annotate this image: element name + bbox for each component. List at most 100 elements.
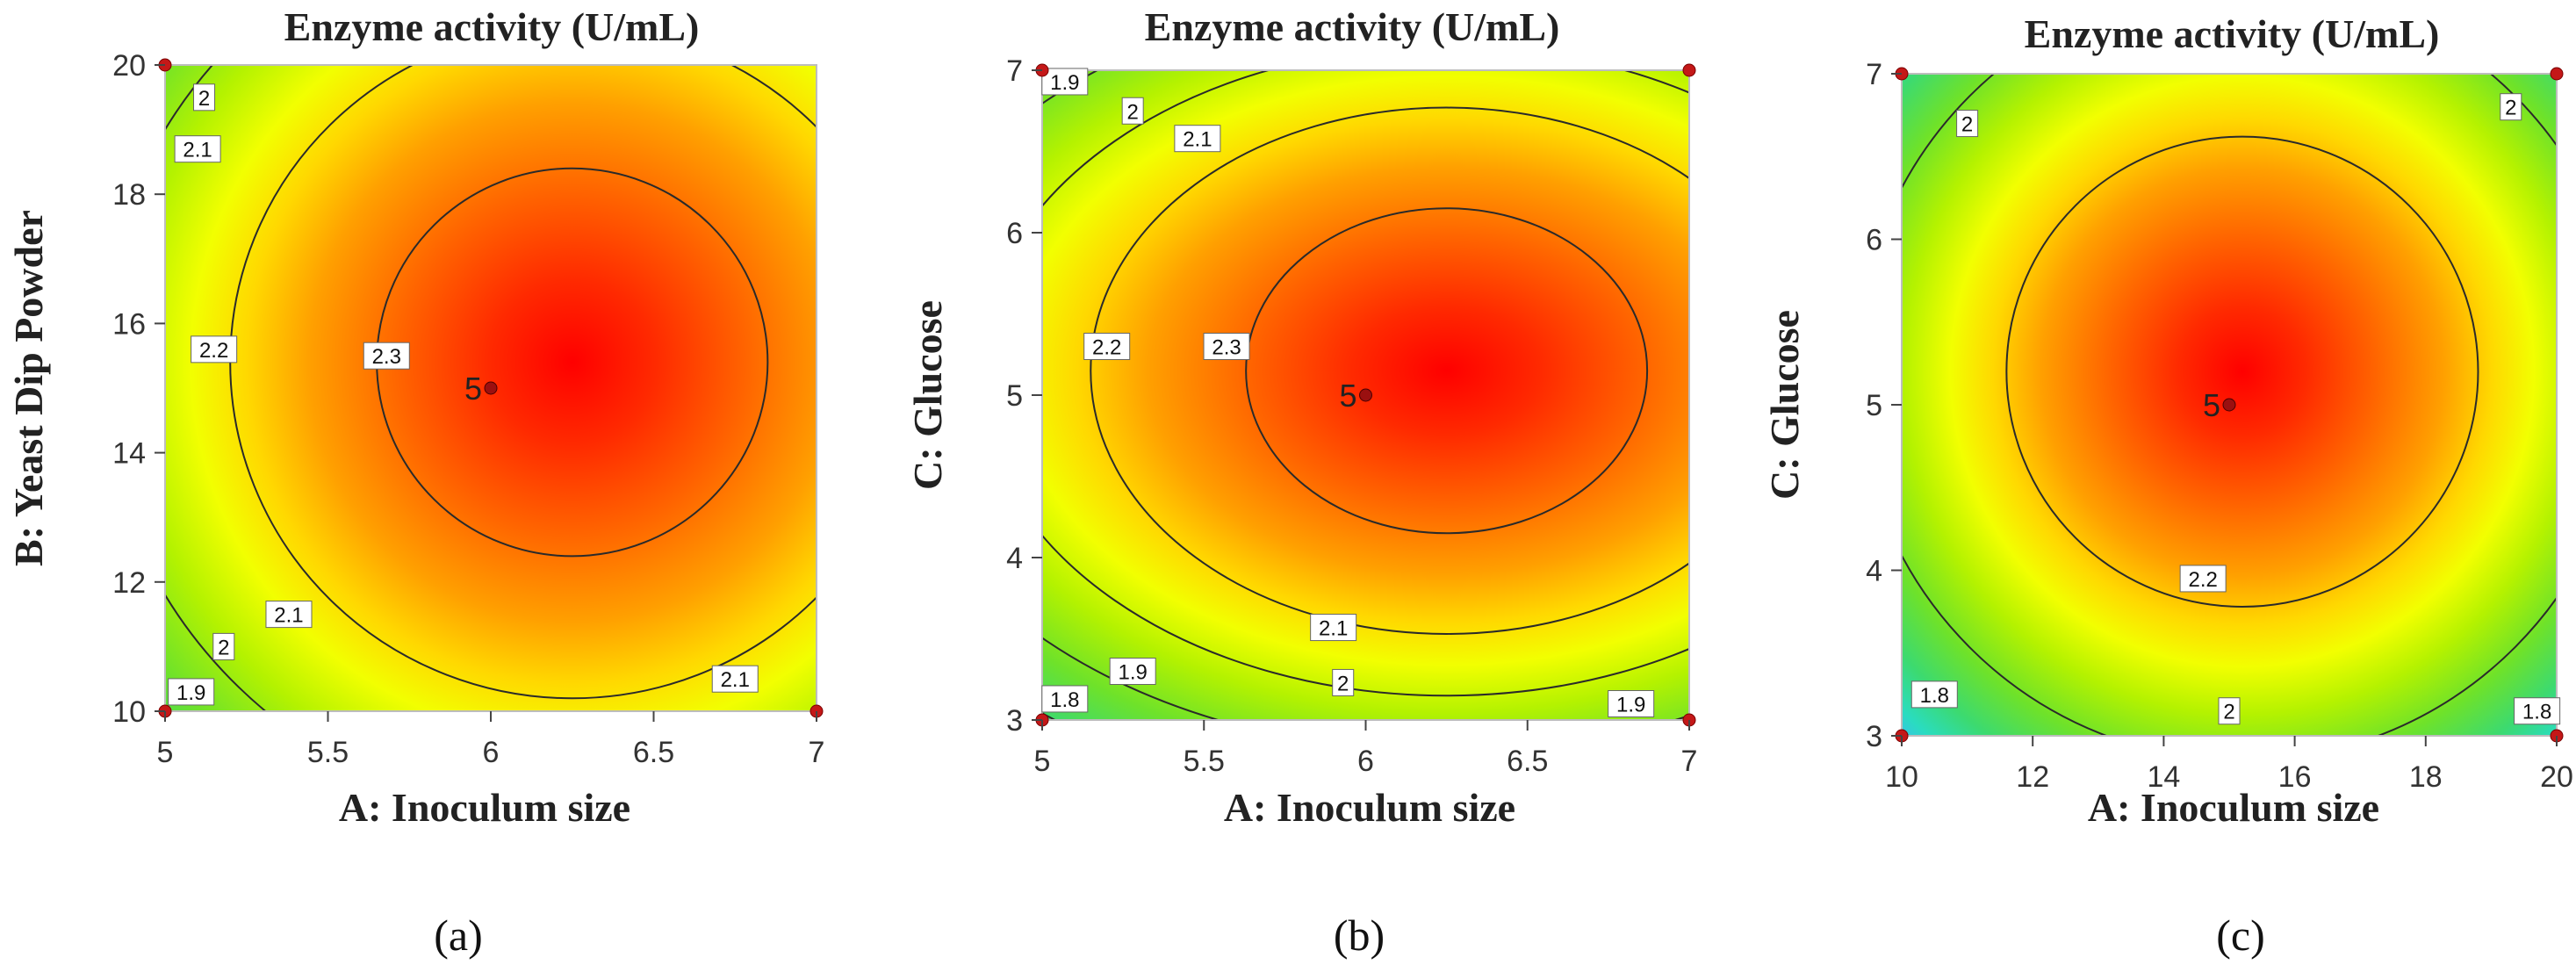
contour-label-text: 1.8 — [2522, 701, 2551, 724]
contour-line-2.3 — [1245, 207, 1649, 535]
y-tick-label: 12 — [112, 566, 146, 600]
center-point-label: 5 — [2203, 387, 2220, 423]
contour-label-text: 1.9 — [176, 681, 205, 705]
contour-label-text: 2 — [218, 636, 229, 659]
contour-label-text: 2.1 — [721, 668, 750, 692]
x-tick-label: 7 — [809, 736, 825, 769]
y-tick-label: 7 — [1006, 54, 1023, 88]
contour-label: 2.2 — [2179, 565, 2227, 593]
contour-label-text: 1.9 — [1050, 71, 1079, 95]
contour-label-box — [1332, 668, 1355, 696]
y-tick-label: 14 — [112, 437, 146, 471]
contour-label-box — [1608, 690, 1655, 717]
contour-label-box — [174, 135, 221, 163]
x-tick-label: 18 — [2409, 760, 2443, 794]
y-axis-label: B: Yeast Dip Powder — [6, 210, 51, 566]
x-tick-label: 12 — [2016, 760, 2049, 794]
contour-label: 1.8 — [1910, 680, 1958, 709]
panel-caption: (c) — [2216, 911, 2265, 960]
contour-label-box — [2500, 93, 2522, 121]
y-tick-label: 4 — [1006, 542, 1023, 575]
contour-label: 1.8 — [2514, 697, 2561, 725]
contour-label: 2.1 — [1310, 614, 1357, 642]
chart-title: Enzyme activity (U/mL) — [1145, 4, 1560, 49]
contour-label: 2.2 — [191, 335, 238, 364]
contour-label-box — [1041, 68, 1089, 96]
y-axis-label: C: Glucose — [1762, 310, 1807, 500]
contour-label: 2.1 — [265, 601, 313, 629]
contour-label: 1.9 — [1041, 68, 1089, 96]
y-tick-label: 3 — [1866, 720, 1882, 753]
x-tick-label: 14 — [2147, 760, 2180, 794]
contour-label-box — [168, 678, 215, 706]
contour-label: 2 — [2218, 697, 2241, 725]
x-tick-label: 5 — [157, 736, 174, 769]
design-point — [1682, 63, 1696, 77]
x-tick-label: 20 — [2540, 760, 2573, 794]
panel-caption: (b) — [1334, 911, 1385, 960]
contour-line-2.1 — [1042, 70, 1689, 697]
contour-label: 1.8 — [1041, 685, 1089, 713]
contour-label: 2 — [2500, 93, 2522, 121]
contour-label-text: 2.1 — [183, 139, 212, 162]
y-tick-label: 7 — [1866, 58, 1882, 91]
contour-label-text: 2.2 — [199, 339, 228, 363]
contour-label-text: 1.9 — [1616, 694, 1645, 717]
contour-label-box — [711, 665, 759, 693]
x-tick-label: 6.5 — [1507, 745, 1548, 778]
contour-label: 2.3 — [1203, 333, 1250, 360]
design-point — [2550, 67, 2564, 81]
panel-a: 2 2.1 2.2 2.3 2.1 2 1.9 2.1 5 5 5.5 6 6.5 7 10 12 14 16 18… — [6, 4, 825, 960]
contour-label-text: 2 — [2505, 97, 2516, 120]
center-point-label: 5 — [1339, 378, 1356, 414]
contour-label-box — [2179, 565, 2227, 593]
y-tick-label: 16 — [112, 307, 146, 341]
x-tick-label: 5.5 — [307, 736, 349, 769]
contour-label-text: 2.1 — [274, 604, 303, 628]
center-point — [2222, 398, 2236, 412]
y-tick-label: 6 — [1866, 224, 1882, 257]
contour-label-text: 1.8 — [1050, 688, 1079, 712]
contour-label: 2.1 — [711, 665, 759, 693]
contour-label: 2 — [1332, 668, 1355, 696]
contour-label-text: 1.8 — [1920, 684, 1949, 708]
contour-label-box — [1310, 614, 1357, 642]
x-tick-label: 7 — [1681, 745, 1698, 778]
center-point-label: 5 — [464, 371, 482, 407]
contour-label-text: 2 — [1961, 113, 1973, 137]
contour-label-text: 2.1 — [1183, 128, 1212, 152]
x-tick-label: 6 — [1357, 745, 1374, 778]
contour-label: 2.1 — [1174, 125, 1221, 153]
chart-title: Enzyme activity (U/mL) — [284, 4, 700, 49]
contour-label-text: 2.1 — [1319, 617, 1348, 641]
y-tick-label: 5 — [1006, 379, 1023, 413]
contour-label-text: 2.2 — [1092, 336, 1121, 360]
y-tick-label: 10 — [112, 695, 146, 729]
contour-label-box — [1109, 658, 1156, 685]
center-point — [1359, 388, 1372, 402]
contour-label-text: 2.3 — [372, 345, 401, 369]
contour-label-box — [1083, 333, 1131, 360]
x-tick-label: 5 — [1034, 745, 1051, 778]
y-tick-label: 20 — [112, 49, 146, 83]
y-tick-label: 3 — [1006, 704, 1023, 738]
contour-label: 2 — [1956, 110, 1979, 138]
contour-label-box — [1203, 333, 1250, 360]
contour-label: 2.2 — [1083, 333, 1131, 360]
y-tick-label: 5 — [1866, 389, 1882, 422]
contour-label-box — [1041, 685, 1089, 713]
contour-label-box — [1174, 125, 1221, 153]
x-axis-label: A: Inoculum size — [2088, 785, 2379, 830]
contour-label: 2 — [212, 632, 235, 660]
contour-label-box — [265, 601, 313, 629]
panel-b: 1.9 2 2.1 2.2 2.3 2.1 1.9 2 1.8 1.9 5 5 5.5 6 6.5 7 3 4 5 6… — [905, 4, 1698, 960]
contour-label-box — [1910, 680, 1958, 709]
panel-caption: (a) — [434, 911, 483, 960]
contour-lines — [1042, 70, 1689, 720]
y-tick-label: 18 — [112, 178, 146, 212]
contour-label: 1.9 — [168, 678, 215, 706]
contour-line-2.2 — [1090, 106, 1689, 635]
y-tick-label: 6 — [1006, 217, 1023, 250]
x-tick-label: 16 — [2278, 760, 2312, 794]
panel-c: 2 2 2.2 2 1.8 1.8 5 10 12 14 16 18 20 3 4 5 6 7 Enzyme act… — [1762, 11, 2573, 960]
